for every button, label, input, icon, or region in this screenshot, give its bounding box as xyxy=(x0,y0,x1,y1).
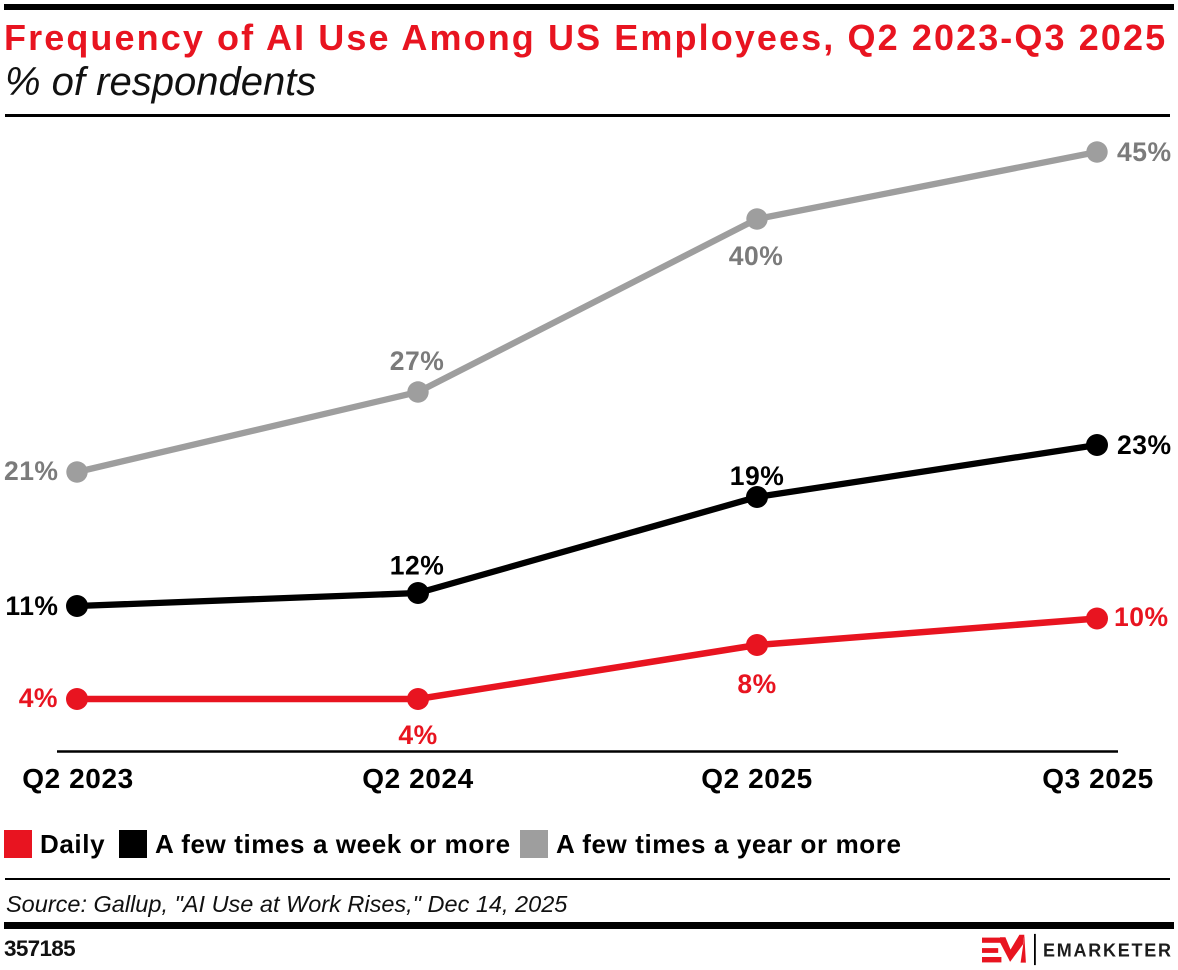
svg-text:8%: 8% xyxy=(737,669,776,699)
svg-text:19%: 19% xyxy=(730,461,785,491)
svg-text:27%: 27% xyxy=(390,346,445,376)
svg-text:45%: 45% xyxy=(1117,137,1172,167)
svg-text:EMARKETER: EMARKETER xyxy=(1043,941,1173,961)
svg-text:12%: 12% xyxy=(390,551,445,581)
svg-text:11%: 11% xyxy=(5,591,58,621)
svg-text:4%: 4% xyxy=(398,720,437,750)
svg-text:Q3 2025: Q3 2025 xyxy=(1042,763,1154,794)
svg-text:10%: 10% xyxy=(1114,602,1169,632)
svg-text:Q2 2024: Q2 2024 xyxy=(362,763,474,794)
svg-text:Q2 2025: Q2 2025 xyxy=(701,763,813,794)
svg-text:21%: 21% xyxy=(4,456,59,486)
svg-text:40%: 40% xyxy=(729,241,784,271)
svg-text:23%: 23% xyxy=(1117,430,1172,460)
svg-text:Q2 2023: Q2 2023 xyxy=(22,763,134,794)
svg-text:4%: 4% xyxy=(19,683,58,713)
